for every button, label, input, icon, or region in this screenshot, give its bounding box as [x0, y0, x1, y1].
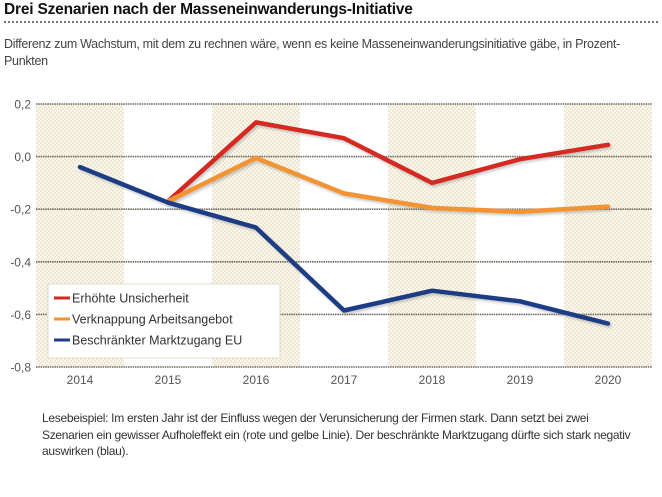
x-tick-label: 2019 — [507, 373, 534, 387]
chart-title: Drei Szenarien nach der Masseneinwanderu… — [4, 1, 413, 18]
series-line-2 — [165, 155, 611, 215]
x-tick-label: 2015 — [155, 373, 182, 387]
y-tick-label: -0,6 — [10, 308, 31, 322]
column-shading — [36, 104, 652, 367]
legend-label: Beschränkter Marktzugang EU — [72, 334, 242, 348]
y-tick-label: 0,2 — [14, 98, 31, 112]
series-line-1 — [165, 120, 611, 204]
column-band-2018 — [388, 104, 476, 367]
legend-label: Verknappung Arbeitsangebot — [72, 313, 233, 327]
x-tick-label: 2020 — [595, 373, 622, 387]
x-axis-ticks: 2014 2015 2016 2017 2018 2019 2020 — [67, 373, 622, 387]
chart-subtitle: Differenz zum Wachstum, mit dem zu rechn… — [4, 37, 620, 68]
x-tick-label: 2018 — [419, 373, 446, 387]
y-tick-label: -0,2 — [10, 203, 31, 217]
title-divider — [4, 21, 658, 23]
series-lines — [77, 120, 611, 326]
line-chart: 0,20,0-0,2-0,4-0,6-0,8 2014 2015 2016 2017 2… — [10, 98, 652, 387]
legend: Erhöhte Unsicherheit Verknappung Arbeitsa… — [47, 283, 281, 359]
x-tick-label: 2017 — [331, 373, 358, 387]
reading-example-note: Lesebeispiel: Im ersten Jahr ist der Ein… — [42, 411, 631, 458]
y-tick-label: 0,0 — [14, 150, 31, 164]
legend-box — [47, 283, 281, 359]
x-tick-label: 2016 — [243, 373, 270, 387]
y-tick-label: -0,4 — [10, 255, 31, 269]
y-axis-ticks: 0,2 0,0 -0,2 -0,4 -0,6 -0,8 — [10, 98, 31, 375]
legend-label: Erhöhte Unsicherheit — [72, 292, 189, 306]
x-tick-label: 2014 — [67, 373, 94, 387]
y-tick-label: -0,8 — [10, 361, 31, 375]
